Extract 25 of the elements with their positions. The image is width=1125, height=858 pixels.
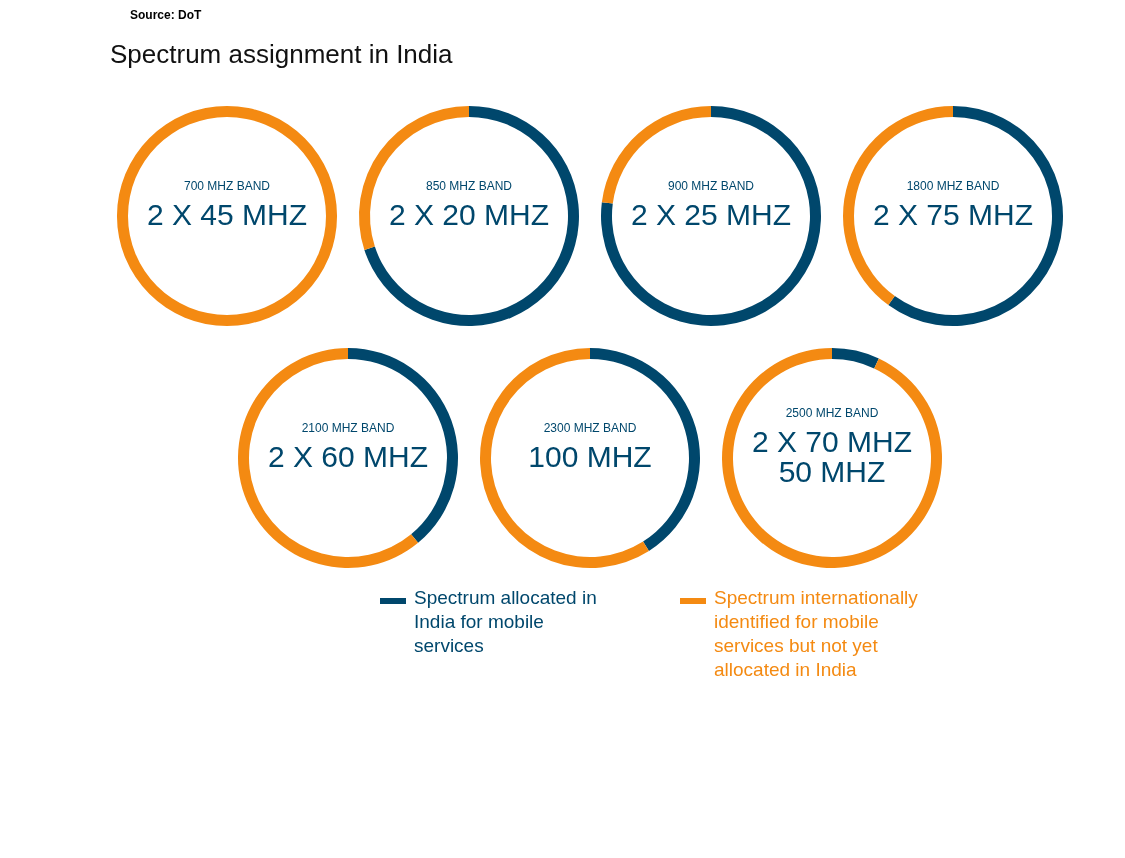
donut-slice <box>888 106 1063 326</box>
text: 100 MHZ <box>528 440 652 473</box>
donut-slice <box>722 348 942 568</box>
text: 2 X 45 MHZ <box>146 198 308 231</box>
text: 2500 MHZ BAND <box>785 406 879 420</box>
text: 2 X 75 MHZ <box>872 198 1034 231</box>
donut-slice <box>601 106 821 326</box>
text: 2 X 25 MHZ <box>630 198 792 231</box>
text: 850 MHZ BAND <box>425 179 513 193</box>
donut-slice <box>480 348 649 568</box>
donut-slice <box>364 106 579 326</box>
text: 2300 MHZ BAND <box>543 421 637 435</box>
text: 900 MHZ BAND <box>667 179 755 193</box>
text: 2100 MHZ BAND <box>301 421 395 435</box>
text: 2 X 70 MHZ <box>751 425 913 458</box>
text: 1800 MHZ BAND <box>906 179 1000 193</box>
text: Spectrum assignment in India <box>110 39 454 69</box>
text: 2 X 20 MHZ <box>388 198 550 231</box>
donut-slice <box>832 348 879 369</box>
source-note: Source: DoT <box>130 8 203 22</box>
text: 700 MHZ BAND <box>183 179 271 193</box>
legend-label: Spectrum allocated in India for mobile services <box>414 587 597 656</box>
legend-label: Spectrum internationally identified for mobile services but not yet allocated in India <box>714 587 919 680</box>
text: 2 X 60 MHZ <box>267 440 429 473</box>
text: 50 MHZ <box>778 455 886 488</box>
